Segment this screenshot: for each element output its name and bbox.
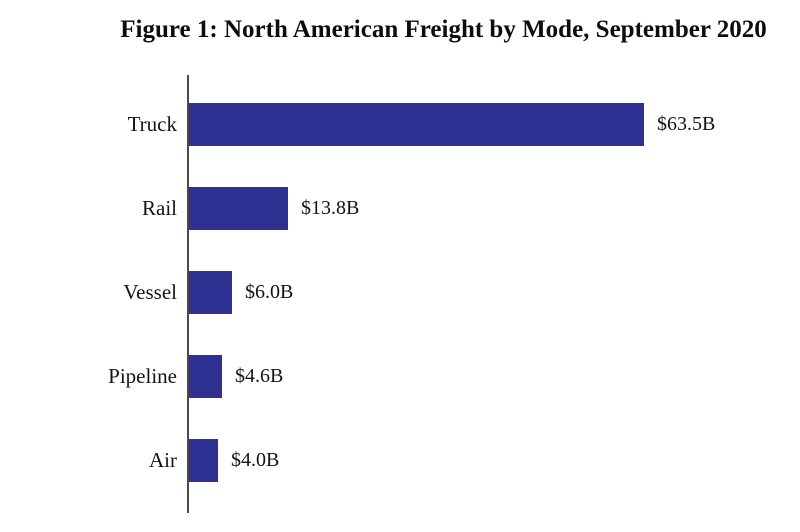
bar	[189, 187, 288, 230]
bar-row: Pipeline $4.6B	[0, 355, 800, 398]
bar-row: Truck $63.5B	[0, 103, 800, 146]
bar	[189, 439, 218, 482]
category-label: Rail	[142, 196, 177, 220]
bar-row: Vessel $6.0B	[0, 271, 800, 314]
value-label: $13.8B	[301, 197, 360, 219]
value-label: $4.6B	[235, 365, 284, 387]
y-axis-line	[187, 75, 189, 513]
value-label: $4.0B	[231, 449, 280, 471]
value-label: $6.0B	[245, 281, 294, 303]
bar	[189, 103, 644, 146]
bar-row: Rail $13.8B	[0, 187, 800, 230]
bar	[189, 355, 222, 398]
bar-row: Air $4.0B	[0, 439, 800, 482]
bar	[189, 271, 232, 314]
chart-title: Figure 1: North American Freight by Mode…	[120, 16, 767, 43]
category-label: Truck	[127, 112, 177, 136]
category-label: Pipeline	[108, 364, 177, 388]
category-label: Air	[149, 448, 177, 472]
category-label: Vessel	[123, 280, 177, 304]
value-label: $63.5B	[657, 113, 716, 135]
